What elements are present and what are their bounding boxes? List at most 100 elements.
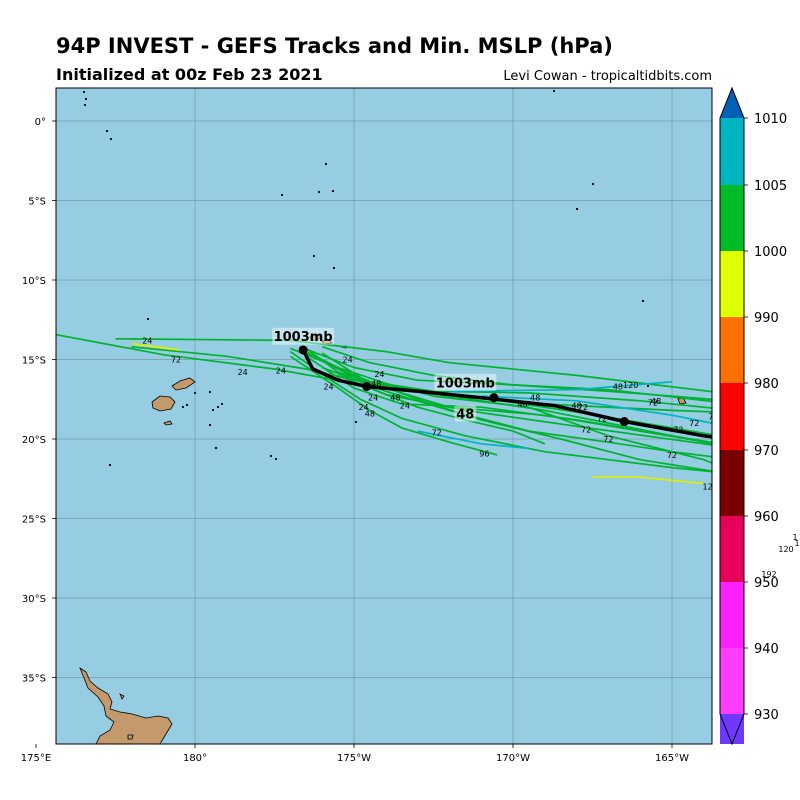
forecast-hour-label: 24: [358, 403, 368, 412]
lat-tick-label: 20°S: [22, 435, 46, 446]
forecast-hour-label: 72: [689, 419, 699, 428]
fiji-island-small: [163, 420, 173, 426]
mean-track: 1003mb 1003mb 48: [272, 327, 712, 439]
island-dot: [646, 384, 650, 388]
lon-tick-label: 165°W: [655, 753, 689, 764]
samoa-island-savaii: [309, 333, 322, 341]
forecast-hour-label: 48: [530, 394, 540, 403]
mean-track-marker: [362, 382, 372, 392]
forecast-hour-label: 48: [613, 383, 623, 392]
forecast-hour-label: 72: [171, 356, 181, 365]
colorbar-segment: [720, 582, 744, 648]
forecast-hour-label: 96: [743, 432, 753, 441]
map-axes: 175°E180°175°W170°W165°W160°W155°W150°W0…: [21, 117, 689, 764]
mean-track-marker: [489, 393, 499, 403]
forecast-hour-label: 72: [743, 406, 753, 415]
pressure-colorbar: 9309409509609709809901000100510101112019…: [719, 86, 800, 746]
lon-tick-label: 170°W: [496, 753, 530, 764]
fiji-island-large: [151, 395, 176, 412]
lon-tick-label: 175°W: [337, 753, 371, 764]
forecast-hour-label: 72: [597, 414, 607, 423]
lon-tick-label: 180°: [183, 753, 207, 764]
ensemble-track: [592, 476, 704, 485]
colorbar-segment: [720, 648, 744, 714]
pressure-label-box: [434, 373, 497, 391]
forecast-hour-label: 72: [708, 413, 718, 422]
graticule: [56, 88, 712, 744]
ensemble-track: [321, 345, 712, 401]
new-zealand-north-island: [79, 666, 173, 744]
lat-tick-label: 10°S: [22, 276, 46, 287]
colorbar-segment: [720, 383, 744, 450]
island-dot: [332, 266, 336, 270]
stray-hour-label: 1: [794, 539, 799, 548]
island-dot: [312, 254, 316, 258]
forecast-hour-label: 72: [581, 425, 591, 434]
island-dot: [317, 190, 321, 194]
island-dot: [208, 423, 212, 427]
mean-track-marker: [619, 417, 629, 427]
samoa-island-upolu: [321, 339, 333, 345]
stray-hour-label: 120: [778, 545, 793, 554]
island-dot: [82, 90, 86, 94]
island-dot: [641, 299, 645, 303]
ensemble-track: [305, 352, 712, 409]
island-dot: [105, 129, 109, 133]
island-dot: [214, 446, 218, 450]
forecast-hour-label: 48: [371, 379, 381, 388]
colorbar-tick-label: 950: [754, 576, 779, 591]
colorbar-segment: [720, 185, 744, 251]
island-dot: [216, 405, 220, 409]
ensemble-track: [289, 350, 712, 473]
colorbar-tick-label: 940: [754, 642, 779, 657]
island-dot: [83, 103, 87, 107]
lat-tick-label: 5°S: [28, 197, 46, 208]
island-dot: [220, 402, 224, 406]
colorbar-segment: [720, 251, 744, 317]
colorbar-segment: [720, 317, 744, 383]
lon-tick-label: 175°E: [21, 753, 51, 764]
page-subtitle: Initialized at 00z Feb 23 2021: [56, 65, 323, 84]
small-islands: [82, 89, 650, 467]
ensemble-track: [299, 346, 712, 403]
island-dot: [181, 405, 185, 409]
colorbar-tick-label: 970: [754, 444, 779, 459]
island-dot: [211, 408, 215, 412]
forecast-hour-label: 72: [578, 403, 588, 412]
forecast-hour-label: 24: [238, 368, 248, 377]
island-dot: [208, 390, 212, 394]
colorbar-tick-label: 980: [754, 377, 779, 392]
great-barrier-island: [119, 693, 125, 700]
pressure-label-box: [272, 327, 335, 345]
forecast-hour-label: 48: [365, 410, 375, 419]
forecast-hour-label: 24: [368, 394, 378, 403]
lat-tick-label: 0°: [35, 117, 46, 128]
lat-tick-label: 15°S: [22, 356, 46, 367]
ensemble-mean-track: [301, 349, 712, 439]
island-dot: [269, 454, 273, 458]
island-dot: [185, 403, 189, 407]
island-dot: [575, 207, 579, 211]
ensemble-track: [131, 342, 180, 351]
min-pressure-label: 1003mb: [436, 376, 495, 391]
ensemble-track: [481, 395, 712, 425]
stray-hour-label: 192: [761, 570, 776, 579]
ensemble-track: [289, 355, 498, 456]
forecast-hour-label: 24: [343, 356, 353, 365]
map-frame: [55, 87, 713, 745]
colorbar-segment: [720, 516, 744, 582]
forecast-hour-label: 120: [703, 483, 718, 492]
colorbar-segment: [720, 118, 744, 185]
ensemble-track: [449, 380, 673, 393]
island-dot: [274, 457, 278, 461]
land-layer: [79, 333, 687, 744]
colorbar-segment: [720, 714, 744, 744]
forecast-hour-label: 24: [400, 402, 410, 411]
forecast-hour-label: 48: [572, 402, 582, 411]
colorbar-tick-label: 1005: [754, 179, 787, 194]
lat-tick-label: 30°S: [22, 594, 46, 605]
ensemble-track: [417, 430, 529, 450]
forecast-hour-label: 24: [323, 383, 333, 392]
colorbar-tick-label: 990: [754, 311, 779, 326]
island-dot: [324, 162, 328, 166]
